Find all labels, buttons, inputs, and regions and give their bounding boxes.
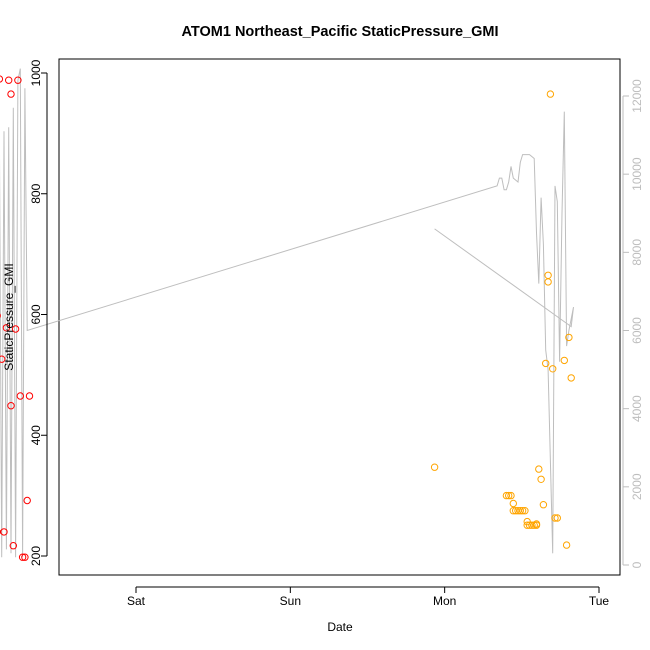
data-point [560, 356, 568, 365]
data-point [562, 541, 571, 549]
data-point [25, 392, 34, 400]
data-point [551, 514, 559, 522]
data-point [18, 553, 27, 561]
data-point [9, 542, 18, 550]
data-point [11, 325, 20, 333]
x-tick-label: Mon [433, 594, 456, 608]
data-point [7, 402, 15, 410]
data-point [523, 517, 531, 526]
x-tick-label: Sun [280, 594, 301, 608]
data-point [509, 499, 517, 508]
y-right-tick-label: 10000 [630, 157, 644, 191]
data-point [553, 514, 561, 522]
data-point [5, 76, 13, 84]
data-point [539, 501, 548, 509]
x-tick-label: Tue [589, 594, 610, 608]
data-point [0, 75, 4, 83]
data-point [523, 521, 531, 529]
y-tick-label: 800 [29, 183, 43, 203]
y-axis-label: StaticPressure_GMI [2, 263, 16, 370]
data-point [7, 90, 15, 98]
data-point [14, 76, 22, 84]
plot-area [58, 58, 621, 576]
data-point [23, 496, 31, 505]
data-point [16, 392, 24, 400]
y-right-tick-label: 6000 [630, 317, 644, 344]
data-point [542, 359, 550, 368]
data-point [535, 465, 543, 473]
data-point [0, 355, 6, 363]
data-point [525, 521, 534, 529]
data-point [516, 507, 524, 515]
data-point [567, 374, 575, 382]
left-axis: 200 400 600 800 1000 [29, 59, 48, 566]
chart-title: ATOM1 Northeast_Pacific StaticPressure_G… [182, 24, 499, 40]
data-point [514, 507, 522, 515]
altitude-line-group [0, 68, 574, 558]
data-point [532, 520, 541, 528]
x-axis-label: Date [327, 620, 353, 634]
data-point [544, 271, 552, 279]
y-right-tick-label: 12000 [630, 79, 644, 113]
altitude-line [0, 68, 574, 558]
data-point [544, 278, 552, 286]
data-point [430, 463, 439, 471]
y-tick-label: 200 [29, 546, 43, 566]
data-point [518, 507, 527, 515]
data-point [521, 507, 529, 515]
data-point [21, 553, 29, 561]
points-group [0, 75, 575, 561]
data-point [509, 507, 517, 515]
y-right-tick-label: 4000 [630, 395, 644, 422]
bottom-axis: Sat Sun Mon Tue [127, 586, 610, 608]
right-axis: 0 2000 4000 6000 8000 10000 12000 [622, 79, 644, 568]
x-tick-label: Sat [127, 594, 146, 608]
data-point [0, 528, 8, 536]
y-right-tick-label: 8000 [630, 239, 644, 266]
y-right-tick-label: 0 [630, 561, 644, 568]
data-point [502, 491, 511, 500]
y-right-tick-label: 2000 [630, 473, 644, 500]
data-point [505, 491, 513, 500]
data-point [537, 475, 545, 483]
data-point [565, 333, 573, 342]
data-point [507, 491, 515, 500]
data-point [2, 324, 11, 332]
y-tick-label: 1000 [29, 59, 43, 86]
y-tick-label: 400 [29, 425, 43, 445]
data-point [549, 365, 557, 373]
y-tick-label: 600 [29, 304, 43, 324]
data-point [546, 90, 555, 98]
data-point [528, 521, 536, 529]
